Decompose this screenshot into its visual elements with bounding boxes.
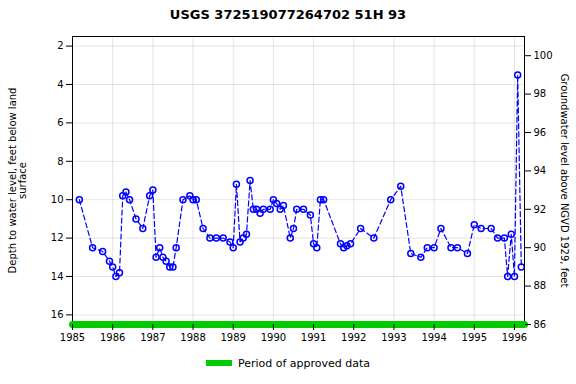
svg-text:12: 12 (51, 232, 64, 243)
svg-text:1989: 1989 (220, 332, 245, 343)
svg-text:1986: 1986 (100, 332, 125, 343)
svg-text:1985: 1985 (60, 332, 85, 343)
svg-text:90: 90 (534, 242, 547, 253)
svg-text:6: 6 (57, 117, 63, 128)
html-text:Period of approved data: Period of approved data (237, 356, 371, 370)
svg-text:1993: 1993 (381, 332, 406, 343)
svg-text:Groundwater level above NGVD 1: Groundwater level above NGVD 1929, feet (559, 74, 570, 288)
svg-text:2: 2 (57, 40, 63, 51)
svg-text:96: 96 (534, 127, 547, 138)
svg-text:98: 98 (534, 88, 547, 99)
svg-text:14: 14 (51, 271, 64, 282)
svg-text:16: 16 (51, 309, 64, 320)
svg-text:100: 100 (534, 50, 553, 61)
svg-text:1988: 1988 (180, 332, 205, 343)
html-text:USGS 372519077264702 51H 93: USGS 372519077264702 51H 93 (169, 7, 407, 22)
svg-text:94: 94 (534, 165, 547, 176)
svg-text:1995: 1995 (462, 332, 487, 343)
svg-text:1994: 1994 (421, 332, 446, 343)
svg-text:8: 8 (57, 156, 63, 167)
svg-text:4: 4 (57, 79, 63, 90)
svg-text:1996: 1996 (502, 332, 527, 343)
svg-text:88: 88 (534, 280, 547, 291)
svg-text:1992: 1992 (341, 332, 366, 343)
svg-text:Depth to water level, feet bel: Depth to water level, feet below landsur… (7, 88, 28, 274)
svg-text:1990: 1990 (261, 332, 286, 343)
svg-text:10: 10 (51, 194, 64, 205)
svg-text:92: 92 (534, 204, 547, 215)
svg-text:1991: 1991 (301, 332, 326, 343)
svg-text:86: 86 (534, 319, 547, 330)
svg-text:1987: 1987 (140, 332, 165, 343)
